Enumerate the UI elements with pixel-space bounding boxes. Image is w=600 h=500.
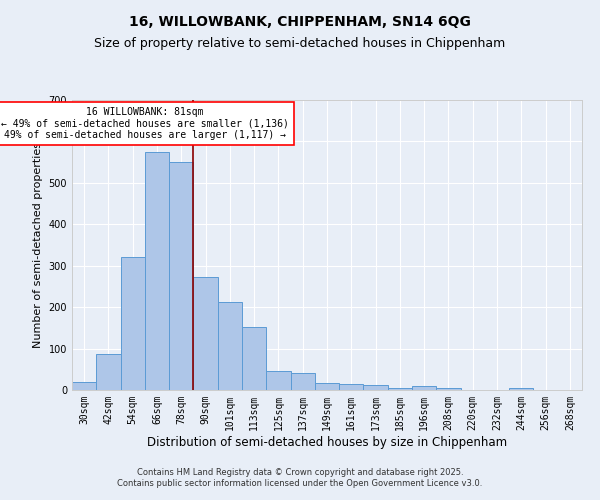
Bar [218,302,242,390]
Bar [315,382,339,390]
Bar [266,372,290,390]
Text: 16, WILLOWBANK, CHIPPENHAM, SN14 6QG: 16, WILLOWBANK, CHIPPENHAM, SN14 6QG [129,15,471,29]
Bar [242,326,266,390]
Bar [169,162,193,390]
Bar [193,278,218,390]
Text: 16 WILLOWBANK: 81sqm
← 49% of semi-detached houses are smaller (1,136)
49% of se: 16 WILLOWBANK: 81sqm ← 49% of semi-detac… [1,107,289,140]
Bar [96,354,121,390]
Bar [509,388,533,390]
Bar [388,388,412,390]
Bar [121,256,145,390]
X-axis label: Distribution of semi-detached houses by size in Chippenham: Distribution of semi-detached houses by … [147,436,507,448]
Bar [145,152,169,390]
Bar [364,385,388,390]
Text: Contains HM Land Registry data © Crown copyright and database right 2025.
Contai: Contains HM Land Registry data © Crown c… [118,468,482,487]
Bar [412,386,436,390]
Bar [339,384,364,390]
Text: Size of property relative to semi-detached houses in Chippenham: Size of property relative to semi-detach… [94,38,506,51]
Bar [290,374,315,390]
Y-axis label: Number of semi-detached properties: Number of semi-detached properties [33,142,43,348]
Bar [436,388,461,390]
Bar [72,382,96,390]
